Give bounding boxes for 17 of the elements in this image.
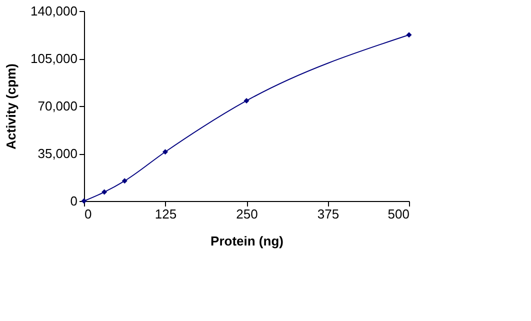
x-tick-label: 375 [317,206,340,222]
x-tick-label: 250 [236,206,258,222]
y-tick-label: 105,000 [30,51,78,66]
x-axis-title: Protein (ng) [210,234,284,248]
y-tick-label: 70,000 [38,98,78,114]
point [122,178,128,184]
y-tick-label: 35,000 [38,146,78,161]
point [102,189,108,195]
x-tick-label: 0 [84,206,92,222]
x-tick-label: 125 [154,206,177,222]
x-tick-label: 500 [388,206,410,222]
point [162,149,168,155]
y-tick-label: 140,000 [30,4,78,18]
y-tick-label: 0 [70,194,78,208]
point [406,32,412,38]
y-axis-title: Activity (cpm) [4,64,19,150]
point [244,98,250,104]
